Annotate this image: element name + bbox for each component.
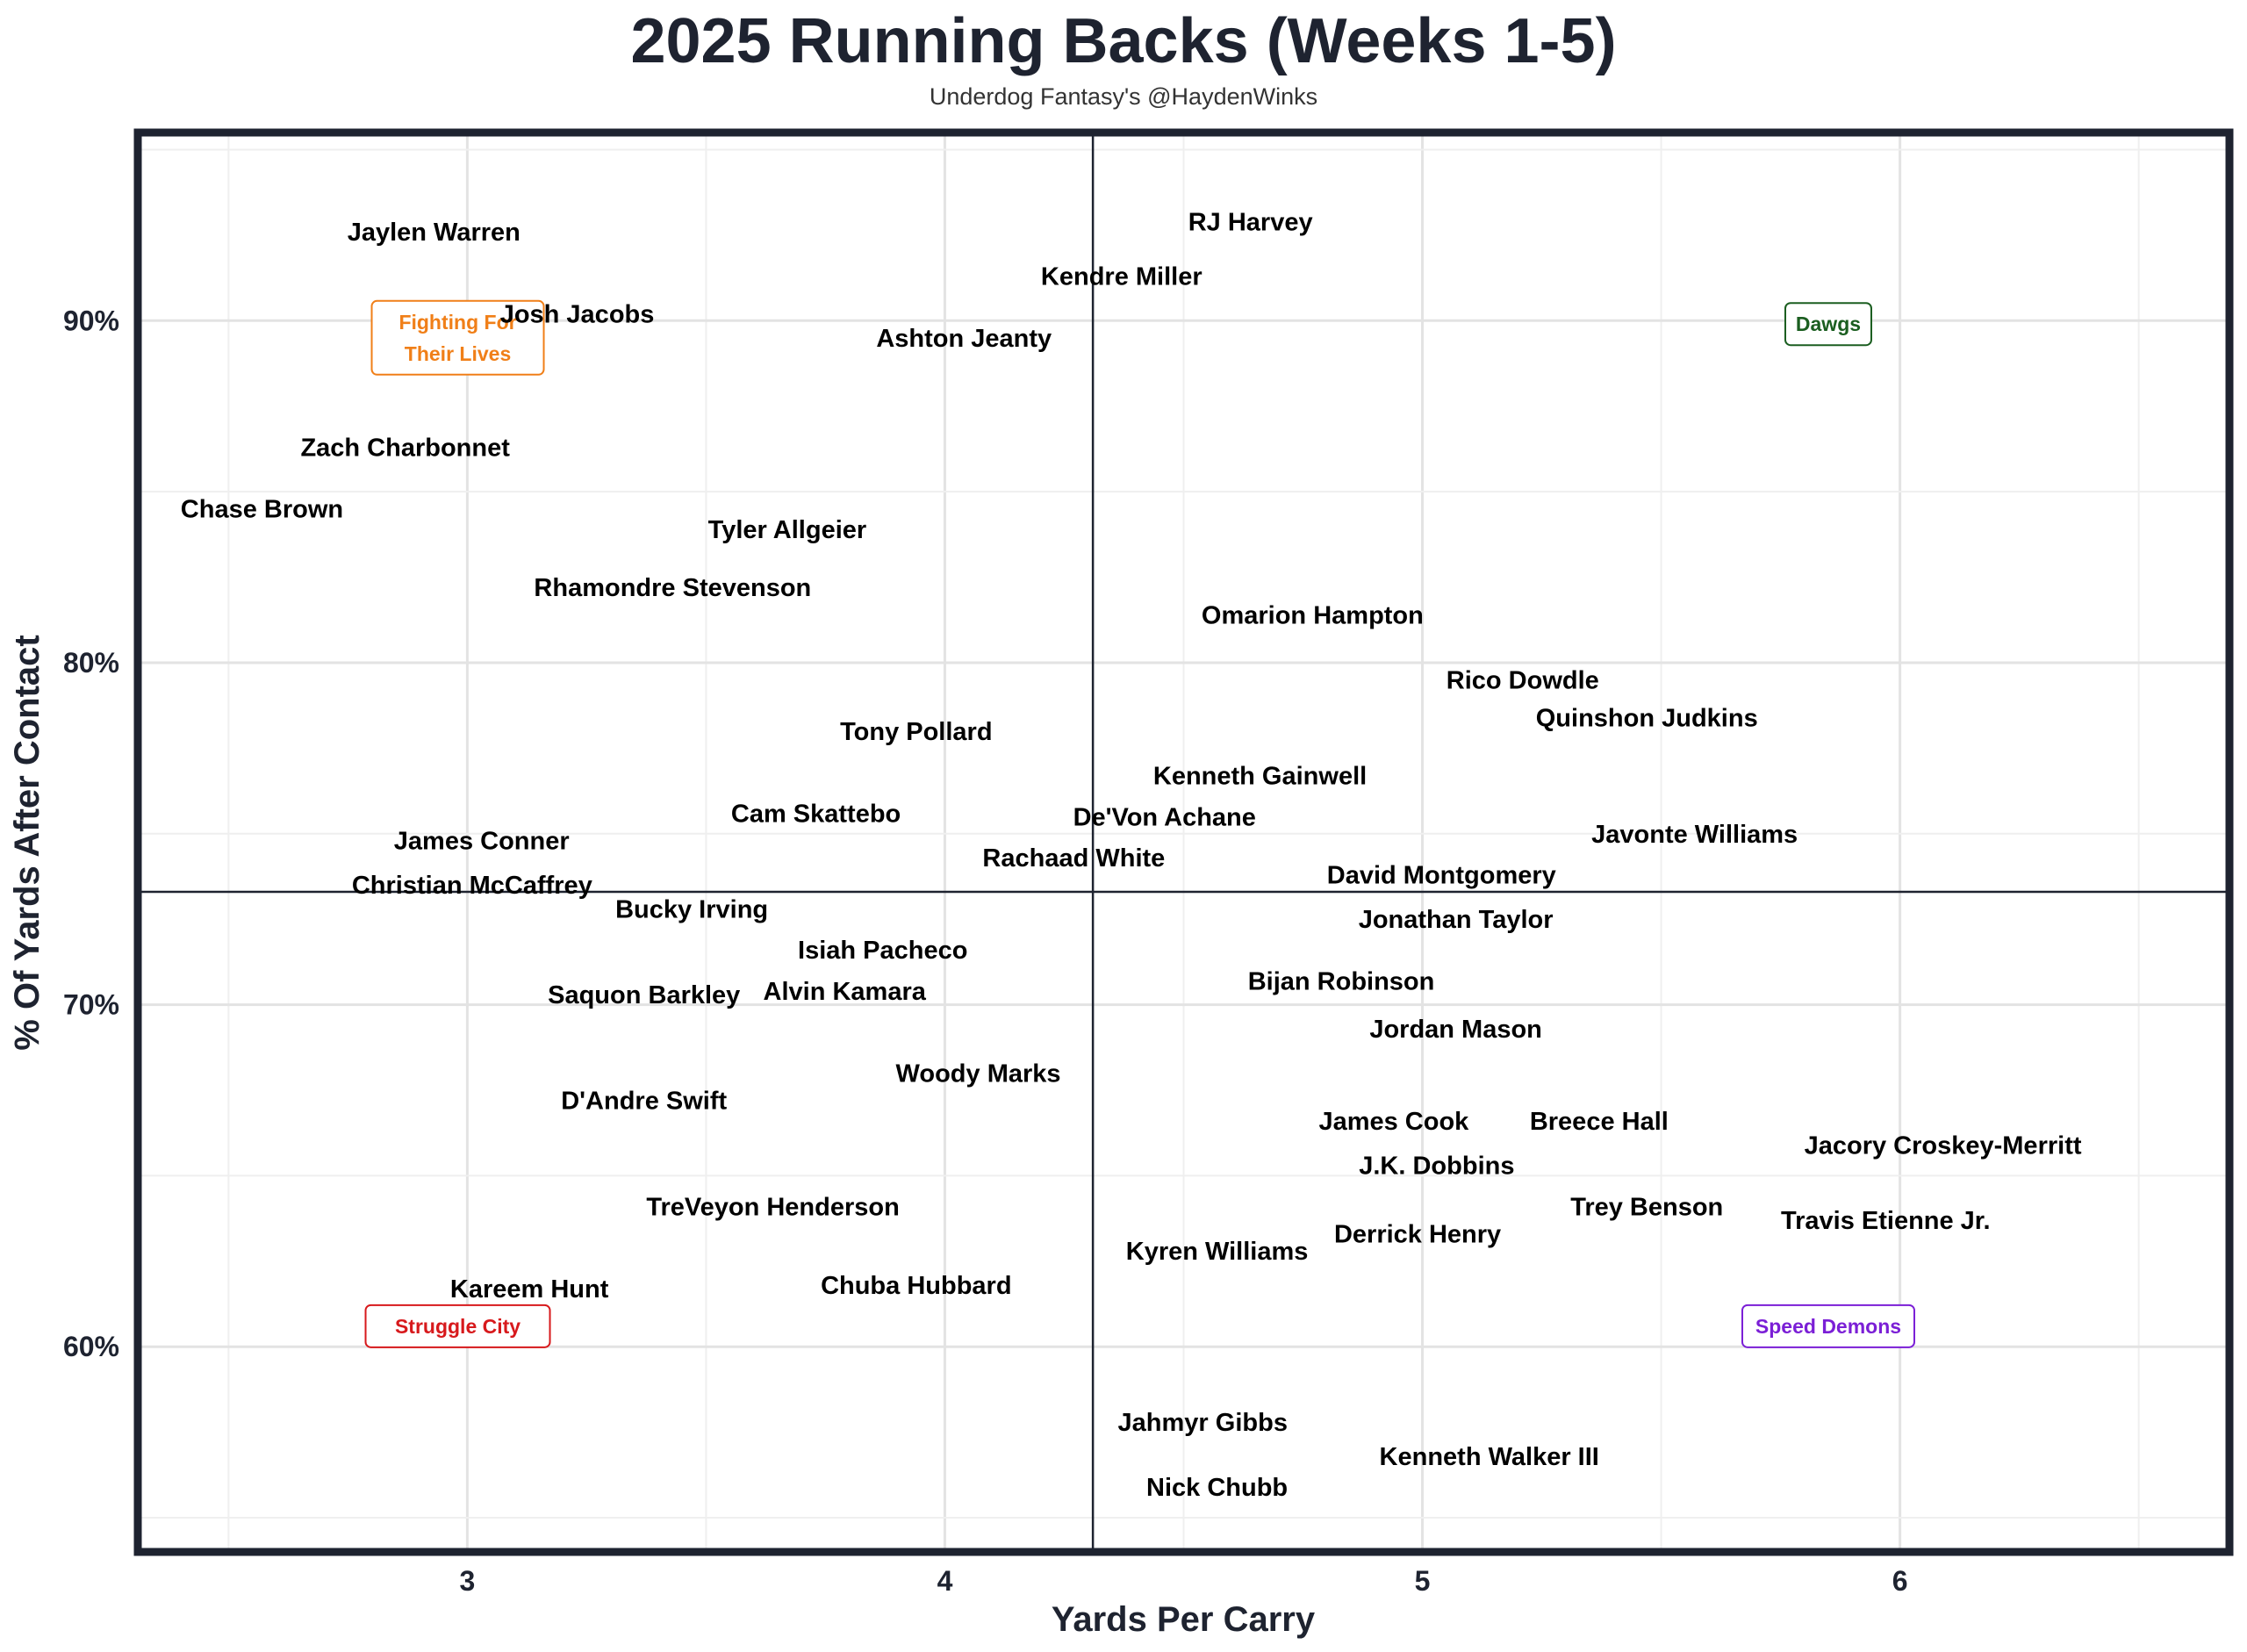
- quadrant-label: Struggle City: [364, 1304, 551, 1348]
- player-label: Kendre Miller: [1041, 263, 1202, 291]
- y-axis-title: % Of Yards After Contact: [8, 635, 47, 1050]
- plot-frame: [133, 128, 2234, 1556]
- y-tick-label: 80%: [63, 647, 119, 679]
- player-label: Kyren Williams: [1126, 1238, 1309, 1266]
- x-tick-label: 3: [460, 1565, 476, 1597]
- player-label: Chase Brown: [181, 496, 343, 524]
- player-label: Derrick Henry: [1334, 1221, 1501, 1249]
- player-label: Chuba Hubbard: [821, 1272, 1012, 1300]
- player-label: J.K. Dobbins: [1359, 1153, 1514, 1181]
- player-label: James Conner: [394, 828, 570, 856]
- y-tick-label: 60%: [63, 1331, 119, 1362]
- player-label: Jaylen Warren: [348, 219, 520, 247]
- player-label: De'Von Achane: [1073, 803, 1256, 831]
- player-label: Jonathan Taylor: [1359, 906, 1554, 934]
- player-label: Isiah Pacheco: [798, 937, 967, 965]
- player-label: Tony Pollard: [840, 718, 992, 746]
- player-label: TreVeyon Henderson: [646, 1193, 900, 1221]
- x-axis-ticks: 3 4 5 6: [460, 1565, 1908, 1597]
- player-label: Quinshon Judkins: [1536, 704, 1758, 732]
- quadrant-label-text: Struggle City: [395, 1315, 520, 1338]
- quadrant-label-text: Dawgs: [1796, 312, 1861, 335]
- player-label: Rico Dowdle: [1447, 666, 1599, 694]
- quadrant-label-text: Speed Demons: [1755, 1315, 1901, 1338]
- chart-title: 2025 Running Backs (Weeks 1-5): [630, 6, 1617, 76]
- player-label: Breece Hall: [1530, 1108, 1669, 1136]
- player-label: Bucky Irving: [615, 895, 768, 923]
- player-label: D'Andre Swift: [561, 1088, 727, 1116]
- player-labels: Jaylen Warren RJ Harvey Kendre Miller Josh …: [181, 208, 2082, 1502]
- player-label: James Cook: [1318, 1108, 1469, 1136]
- player-label: Jahmyr Gibbs: [1118, 1409, 1288, 1437]
- player-label: Alvin Kamara: [764, 978, 927, 1006]
- quadrant-label-box: [1741, 1304, 1915, 1348]
- quadrant-label-box: [1784, 302, 1872, 347]
- player-label: Omarion Hampton: [1202, 601, 1424, 629]
- player-label: Josh Jacobs: [500, 301, 655, 329]
- quadrant-label: Dawgs: [1784, 302, 1872, 347]
- player-label: Rhamondre Stevenson: [534, 574, 811, 602]
- player-label: Woody Marks: [896, 1060, 1061, 1088]
- x-tick-label: 6: [1892, 1565, 1908, 1597]
- player-label: Saquon Barkley: [548, 981, 740, 1009]
- player-label: Kenneth Gainwell: [1153, 763, 1367, 791]
- x-tick-label: 4: [937, 1565, 953, 1597]
- player-label: Kenneth Walker III: [1380, 1443, 1599, 1471]
- x-tick-label: 5: [1415, 1565, 1431, 1597]
- player-label: David Montgomery: [1327, 862, 1556, 890]
- y-axis-ticks: 60% 70% 80% 90%: [63, 305, 119, 1362]
- quadrant-label: Speed Demons: [1741, 1304, 1915, 1348]
- quadrant-label: Fighting For Their Lives: [370, 299, 545, 376]
- player-label: Jacory Croskey-Merritt: [1805, 1131, 2082, 1160]
- player-label: Cam Skattebo: [731, 800, 901, 828]
- player-label: RJ Harvey: [1188, 208, 1313, 236]
- player-label: Nick Chubb: [1146, 1474, 1288, 1502]
- player-label: Javonte Williams: [1591, 821, 1798, 849]
- reference-lines: [138, 133, 2229, 1552]
- y-tick-label: 70%: [63, 989, 119, 1021]
- quadrant-label-box: [364, 1304, 551, 1348]
- player-label: Christian McCaffrey: [352, 872, 592, 900]
- x-axis-title: Yards Per Carry: [1052, 1600, 1316, 1639]
- quadrant-labels: Fighting For Their Lives Dawgs Struggle Cit…: [364, 299, 1915, 1348]
- player-label: Tyler Allgeier: [708, 516, 867, 544]
- player-label: Travis Etienne Jr.: [1781, 1207, 1991, 1235]
- quadrant-label-text: Their Lives: [405, 342, 511, 365]
- player-label: Zach Charbonnet: [300, 434, 510, 462]
- player-label: Kareem Hunt: [450, 1275, 609, 1304]
- player-label: Rachaad White: [982, 844, 1165, 873]
- player-label: Bijan Robinson: [1248, 967, 1435, 995]
- quadrant-label-text: Fighting For: [398, 311, 516, 334]
- quadrant-label-box: [370, 299, 545, 376]
- player-label: Jordan Mason: [1369, 1016, 1542, 1044]
- y-tick-label: 90%: [63, 305, 119, 336]
- chart-subtitle: Underdog Fantasy's @HaydenWinks: [929, 83, 1318, 110]
- player-label: Trey Benson: [1570, 1193, 1723, 1221]
- player-label: Ashton Jeanty: [876, 325, 1052, 353]
